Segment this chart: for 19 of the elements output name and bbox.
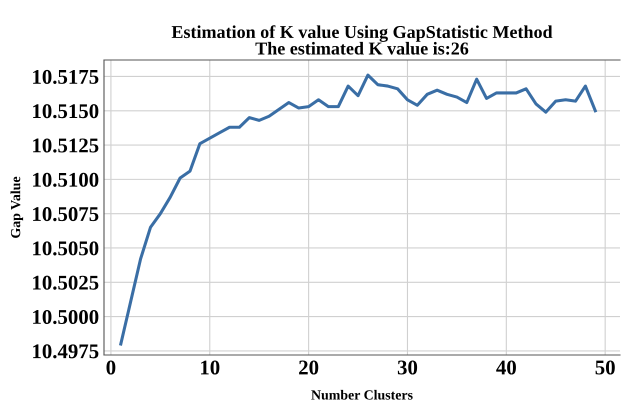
x-tick-label: 20: [299, 360, 318, 375]
y-tick-label: 10.5025: [33, 276, 98, 290]
y-tick-label: 10.5150: [33, 104, 98, 118]
x-tick-label: 10: [201, 360, 220, 375]
x-axis-title: Number Clusters: [311, 390, 413, 400]
y-tick-label: 10.5075: [33, 207, 98, 222]
x-tick-label: 0: [106, 360, 116, 375]
y-tick-label: 10.5000: [33, 310, 98, 324]
y-tick-label: 10.4975: [33, 344, 98, 358]
y-tick-label: 10.5175: [33, 70, 98, 84]
x-tick-label: 40: [496, 360, 516, 375]
x-tick-label: 50: [596, 360, 615, 375]
line-series: [119, 74, 597, 346]
y-tick-label: 10.5050: [33, 241, 98, 256]
y-tick-label: 10.5125: [33, 138, 98, 153]
y-axis-title: Gap Value: [10, 176, 24, 238]
y-tick-label: 10.5100: [33, 172, 98, 187]
chart-title: Estimation of K value Using GapStatistic Method The estimated K value is:26: [172, 25, 552, 55]
x-tick-label: 30: [398, 360, 418, 375]
